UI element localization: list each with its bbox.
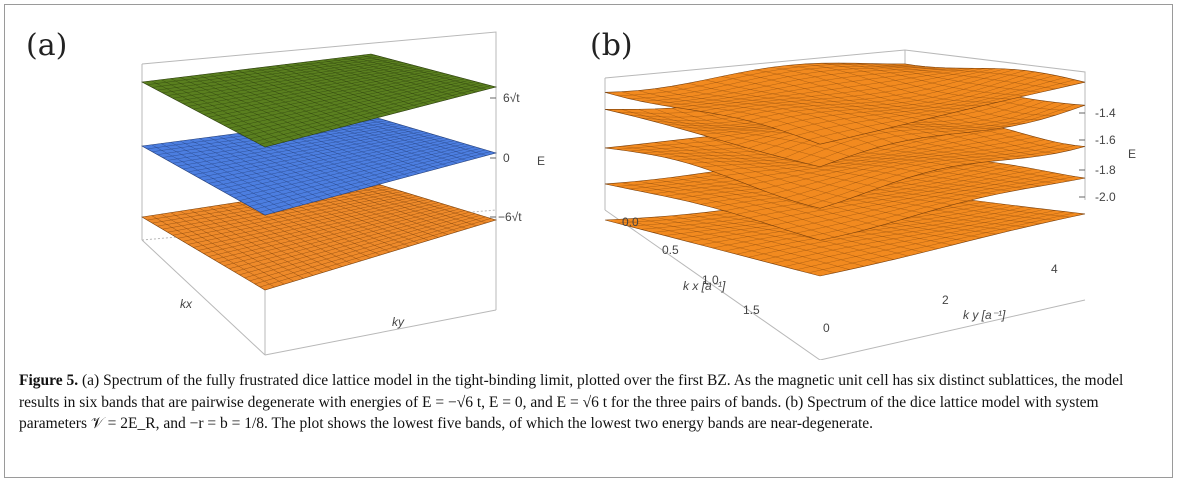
band-b-grid-line bbox=[888, 63, 1071, 86]
figure-caption: Figure 5. (a) Spectrum of the fully frus… bbox=[19, 370, 1159, 435]
panel-b-z-ticks bbox=[1079, 112, 1085, 198]
panel-b-y-tick-1: 0 bbox=[823, 321, 830, 335]
panel-a-z-tick-top: 6√t bbox=[503, 91, 520, 105]
band-b-grid-line bbox=[784, 172, 1056, 230]
band-b-grid-line bbox=[807, 145, 1076, 206]
panel-b-y-label: k y [a⁻¹] bbox=[963, 308, 1006, 322]
figure-frame bbox=[4, 4, 1173, 478]
panel-b-plot: -1.4 -1.6 -1.8 -2.0 E 0.0 0.5 1.0 1.5 k … bbox=[604, 49, 1136, 360]
panel-b-label: (b) bbox=[590, 28, 633, 63]
band-b-grid-line bbox=[807, 104, 1076, 165]
panel-a-z-ticks bbox=[490, 97, 496, 218]
panel-a-y-label: ky bbox=[392, 315, 405, 329]
panel-b-y-tick-2: 2 bbox=[942, 293, 949, 307]
panel-b-x-tick-4: 1.5 bbox=[743, 303, 760, 317]
panel-b-x-tick-2: 0.5 bbox=[662, 243, 679, 257]
panel-b-z-label: E bbox=[1128, 147, 1136, 161]
band-b-grid-line bbox=[796, 211, 1066, 270]
band-b-grid-line bbox=[796, 103, 1066, 162]
panel-b: (b) -1.4 -1.6 -1.8 -2.0 E 0.0 0.5 1.0 1.… bbox=[585, 10, 1160, 360]
band-b-grid-line bbox=[796, 174, 1066, 234]
band-top-surface bbox=[141, 53, 498, 148]
panel-b-x-label: k x [a⁻¹] bbox=[683, 279, 726, 293]
band-middle-grid bbox=[147, 117, 491, 213]
band-b-grid-line bbox=[808, 212, 1076, 274]
panel-b-y-tick-3: 4 bbox=[1051, 262, 1058, 276]
band-top-grid bbox=[147, 54, 491, 145]
panel-b-box bbox=[604, 49, 1086, 360]
band-b-grid-line bbox=[796, 143, 1066, 203]
panel-a-x-label: kx bbox=[180, 297, 193, 311]
panel-b-z-tick-3: -1.8 bbox=[1095, 163, 1116, 177]
band-b-grid-line bbox=[796, 77, 1066, 136]
band-b-grid-line bbox=[784, 141, 1056, 199]
panel-a-z-tick-bottom: −6√t bbox=[498, 210, 522, 224]
band-b-grid-line bbox=[784, 75, 1056, 132]
caption-text: (a) Spectrum of the fully frustrated dic… bbox=[19, 372, 1124, 432]
panel-a-z-label: E bbox=[537, 154, 545, 168]
caption-figure-label: Figure 5. bbox=[19, 372, 79, 389]
panel-a: (a) 6√t 0 −6√t E kx ky bbox=[18, 10, 558, 360]
band-b-grid-line bbox=[808, 176, 1076, 237]
panel-a-label: (a) bbox=[26, 28, 68, 63]
band-b-grid-line bbox=[808, 79, 1076, 141]
panel-a-plot: 6√t 0 −6√t E kx ky bbox=[141, 31, 545, 356]
band-b-grid-line bbox=[784, 210, 1056, 267]
band-b-grid-line bbox=[871, 63, 1056, 90]
panel-b-x-tick-3: 1.0 bbox=[702, 273, 719, 287]
panel-b-x-tick-1: 0.0 bbox=[622, 215, 639, 229]
panel-b-bands bbox=[604, 62, 1086, 277]
panel-b-z-tick-4: -2.0 bbox=[1095, 190, 1116, 204]
panel-b-z-tick-2: -1.6 bbox=[1095, 133, 1116, 147]
panel-b-z-tick-1: -1.4 bbox=[1095, 106, 1116, 120]
panel-a-z-tick-mid: 0 bbox=[503, 151, 510, 165]
